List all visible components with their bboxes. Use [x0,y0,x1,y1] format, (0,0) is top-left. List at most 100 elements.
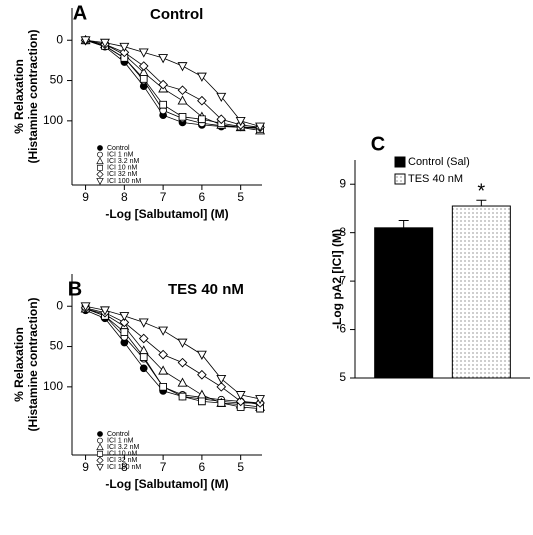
x-tick-label: 6 [199,190,206,204]
data-point [216,114,227,125]
data-point [197,369,207,380]
legend-marker [96,157,104,165]
legend-swatch [394,156,406,168]
y-tick-label: 5 [339,370,346,384]
data-point [177,377,188,387]
data-point [138,318,149,328]
series-line [85,308,261,405]
x-tick-label: 9 [82,190,89,204]
x-axis-label: -Log [Salbutamol] (M) [105,477,228,491]
x-tick-label: 5 [237,460,244,474]
data-point [119,42,130,53]
y-axis-label: (Histamine contraction) [26,29,40,163]
legend-swatch [394,173,406,185]
y-tick-label: 9 [339,176,346,190]
legend-label: ICI 3.2 nM [107,444,139,451]
data-point [198,397,206,406]
y-tick-label: 100 [43,379,63,393]
data-point [158,79,168,90]
legend-label: TES 40 nM [408,173,463,185]
legend-marker [97,431,103,437]
data-point [255,395,266,405]
series-line [85,39,261,131]
series-line [85,308,261,410]
x-tick-label: 5 [237,190,244,204]
data-point [178,392,187,401]
legend-marker [97,450,103,457]
data-point [196,72,207,82]
x-tick-label: 8 [121,460,128,474]
series-line [85,309,261,404]
y-axis-label: -Log pA2 [ICI] (M) [330,229,344,329]
data-point [159,382,167,391]
data-point [138,61,149,71]
y-tick-label: 50 [50,73,64,87]
legend-marker [96,170,104,179]
legend-marker [97,151,103,158]
data-point [196,350,207,360]
legend-marker [97,164,103,171]
data-point [138,333,149,344]
data-point [139,353,148,361]
y-tick-label: 50 [50,339,64,353]
legend-marker [97,145,103,151]
data-point [139,75,148,83]
data-point [217,399,226,407]
data-point [120,328,129,336]
y-axis-label: % Relaxation [12,327,26,402]
legend-marker [96,456,104,465]
data-point [177,338,188,348]
legend-label: ICI 32 nM [107,457,138,464]
series-line [85,308,261,408]
data-point [100,306,110,316]
legend-marker [96,443,104,451]
x-tick-label: 6 [199,460,206,474]
data-point [196,389,207,399]
data-point [158,349,168,360]
data-point [158,54,169,64]
bar [451,205,511,379]
legend-label: ICI 10 nM [107,165,138,172]
legend-marker [97,437,103,444]
panel-letter: A [73,2,87,24]
data-point [178,112,187,121]
data-point [177,95,188,105]
data-point [100,38,110,49]
series-line [85,39,261,127]
y-tick-label: 6 [339,322,346,336]
series-line [85,39,261,128]
data-point [119,47,130,58]
legend-label: Control [107,145,130,152]
y-axis-label: % Relaxation [12,59,26,134]
y-tick-label: 100 [43,113,63,127]
series-line [85,39,261,129]
data-point [177,62,188,72]
error-bar [398,220,409,228]
panel-title: Control [150,6,203,23]
data-point [216,374,227,385]
series-line [85,39,261,130]
legend-label: ICI 1 nM [107,151,134,158]
bar [374,227,434,379]
y-tick-label: 8 [339,225,346,239]
data-point [158,326,169,336]
data-point [235,396,246,407]
legend-marker [96,464,104,472]
panel-letter: B [68,278,82,300]
error-bar [476,199,487,207]
legend-label: ICI 100 nM [107,464,141,471]
y-tick-label: 0 [56,32,63,46]
data-point [80,36,91,46]
data-point [119,312,130,322]
data-point [255,122,266,132]
panel-letter: C [371,133,385,155]
legend-marker [96,178,104,186]
annotation: * [477,180,485,202]
data-point [235,391,246,401]
data-point [216,382,227,392]
series-line [85,305,261,400]
x-tick-label: 9 [82,460,89,474]
y-tick-label: 7 [339,273,346,287]
